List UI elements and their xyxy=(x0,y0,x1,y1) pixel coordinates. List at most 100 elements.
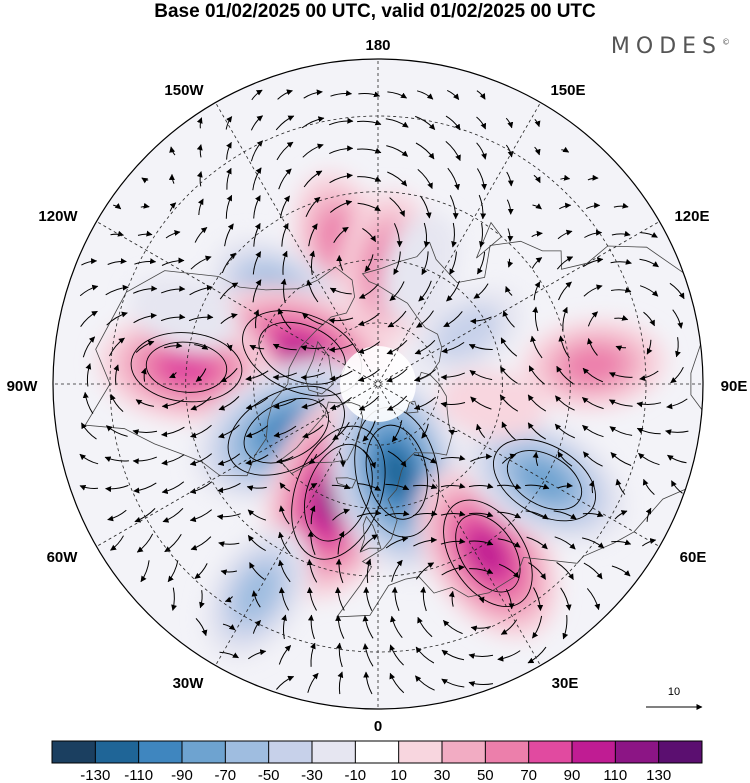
wind-vector xyxy=(80,310,98,327)
wind-vector xyxy=(358,395,380,411)
wind-vector xyxy=(615,478,626,495)
wind-vector xyxy=(475,423,486,439)
wind-vector xyxy=(387,171,408,187)
wind-vector xyxy=(613,202,629,209)
wind-vector xyxy=(219,282,239,300)
wind-vector xyxy=(441,678,465,688)
coastline xyxy=(304,340,334,395)
wind-vector xyxy=(196,144,203,158)
wind-vector xyxy=(275,115,295,131)
wind-vector xyxy=(162,507,184,523)
wind-vector xyxy=(278,587,290,611)
wind-vector xyxy=(391,586,400,611)
wind-vector xyxy=(638,452,660,466)
wind-vector xyxy=(562,306,568,331)
wind-vector xyxy=(199,590,205,609)
wind-vector xyxy=(615,345,627,352)
wind-vector xyxy=(335,558,344,584)
wind-vector xyxy=(107,258,127,265)
wind-vector xyxy=(555,395,575,411)
wind-vector xyxy=(611,565,631,577)
wind-vector xyxy=(588,480,595,494)
wind-vector xyxy=(440,510,466,517)
polar-cap xyxy=(340,346,416,422)
wind-vector xyxy=(218,424,240,439)
wind-vector xyxy=(418,280,432,302)
wind-vector xyxy=(505,588,515,610)
wind-vector xyxy=(107,509,127,522)
wind-vector xyxy=(190,536,212,551)
wind-vector xyxy=(196,171,203,187)
wind-vector xyxy=(557,451,573,467)
wind-vector xyxy=(645,507,652,522)
wind-vector xyxy=(611,539,632,546)
wind-vector xyxy=(164,534,182,553)
wind-vector xyxy=(556,561,574,581)
wind-vector xyxy=(643,311,655,327)
wind-vector xyxy=(140,367,147,382)
wind-vector xyxy=(190,424,212,439)
coastline xyxy=(84,266,356,477)
wind-vector xyxy=(134,508,156,523)
wind-vector xyxy=(420,586,427,612)
colorbar-tick-label: -50 xyxy=(258,767,280,783)
wind-vector xyxy=(302,143,324,158)
wind-vector xyxy=(412,510,438,517)
anomaly-contour xyxy=(443,499,533,607)
wind-vector xyxy=(636,427,661,435)
wind-vector xyxy=(533,281,541,301)
wind-vector xyxy=(646,339,653,355)
wind-vector xyxy=(421,423,429,439)
wind-vector xyxy=(385,483,410,491)
wind-vector xyxy=(587,174,599,181)
wind-vector xyxy=(470,625,491,632)
wind-vector xyxy=(281,222,289,247)
wind-vector xyxy=(306,559,318,583)
colorbar-tick-label: 30 xyxy=(434,767,451,783)
wind-vector xyxy=(329,397,352,411)
wind-vector xyxy=(501,453,517,464)
wind-vector xyxy=(161,454,185,466)
wind-vector xyxy=(414,339,436,355)
wind-vector xyxy=(666,398,688,410)
wind-vector xyxy=(364,254,374,272)
wind-vector xyxy=(218,541,240,548)
wind-vector xyxy=(608,399,633,407)
wind-vector xyxy=(639,285,659,297)
wind-vector xyxy=(332,422,350,441)
graticule xyxy=(53,59,703,709)
wind-vector xyxy=(79,484,99,491)
wind-vector xyxy=(530,335,543,359)
latitude-circle xyxy=(185,191,571,577)
wind-vector xyxy=(587,311,598,327)
wind-vector xyxy=(385,118,409,128)
wind-vector xyxy=(359,534,379,552)
wind-vector xyxy=(282,250,288,275)
wind-vector xyxy=(583,284,603,297)
wind-vector xyxy=(672,309,684,329)
wind-vector xyxy=(278,645,292,665)
wind-vector xyxy=(328,343,353,353)
colorbar-swatch xyxy=(225,741,269,763)
lon-label-120w: 120W xyxy=(38,208,78,225)
colorbar-tick-label: 90 xyxy=(564,767,581,783)
lon-label-180: 180 xyxy=(365,37,390,54)
wind-vector xyxy=(249,344,265,351)
wind-vector xyxy=(469,369,493,381)
wind-vector xyxy=(500,619,518,635)
wind-vector xyxy=(168,173,175,184)
wind-vector xyxy=(384,510,410,517)
wind-vector xyxy=(220,312,238,324)
wind-vector xyxy=(276,675,295,690)
wind-vector xyxy=(189,509,213,523)
wind-vector xyxy=(105,284,129,296)
wind-vector xyxy=(669,282,685,300)
brand-name: MODES xyxy=(610,34,722,59)
wind-vector xyxy=(470,316,492,325)
wind-vector xyxy=(328,117,354,126)
wind-vector xyxy=(249,562,265,580)
wind-vector xyxy=(610,452,632,466)
wind-vector xyxy=(135,399,154,407)
wind-vector xyxy=(253,309,260,329)
wind-vector xyxy=(160,313,186,322)
